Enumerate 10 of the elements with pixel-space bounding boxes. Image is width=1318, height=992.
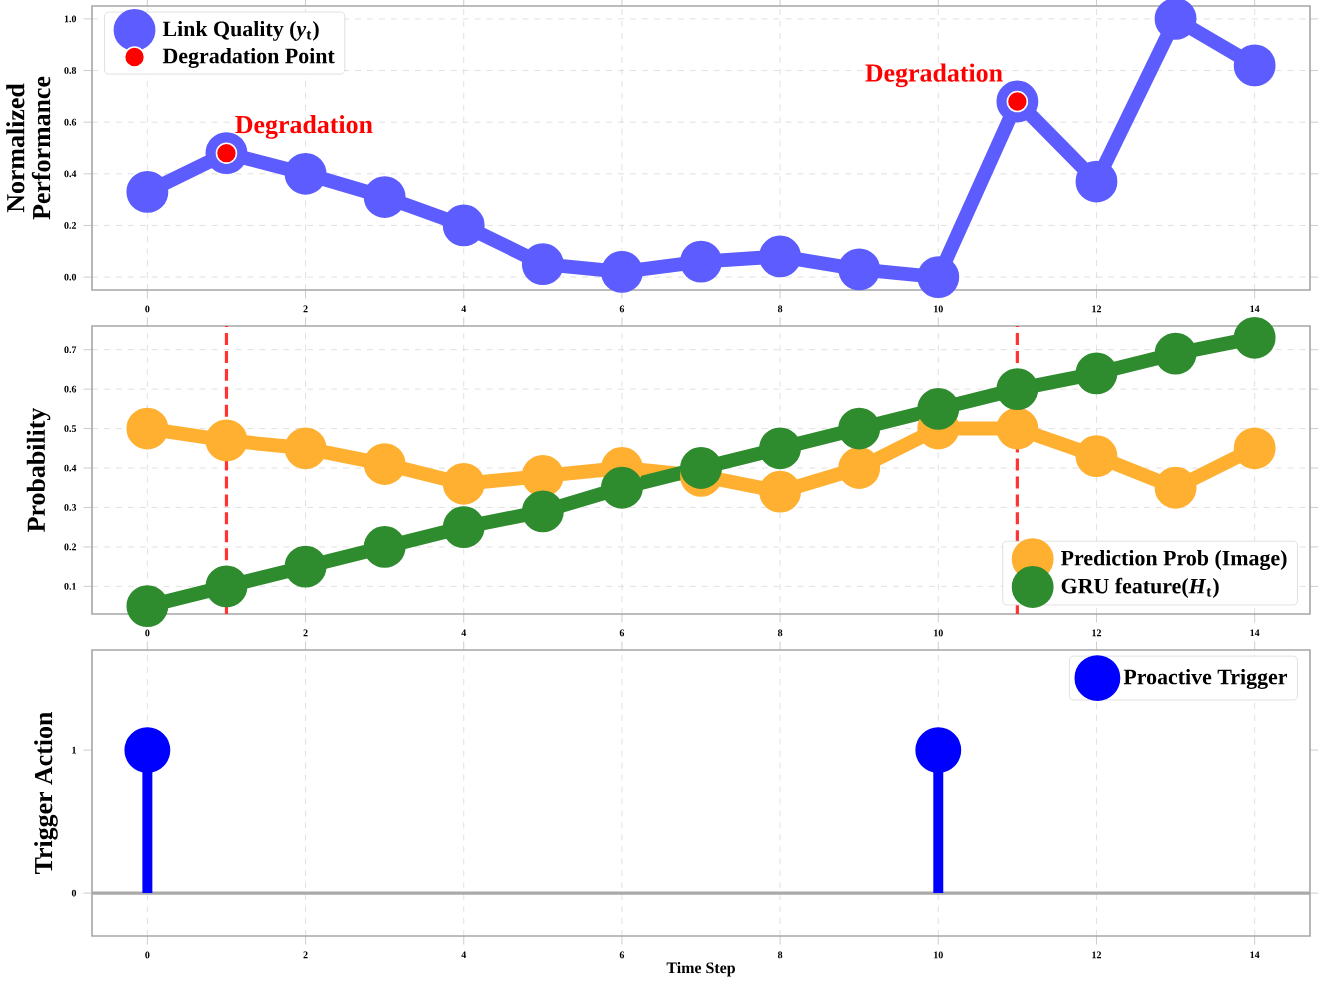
legend-label: Prediction Prob (Image) [1061, 550, 1287, 571]
legend-label: Proactive Trigger [1123, 668, 1288, 689]
annotation: Degradation [235, 115, 373, 139]
y-axis-title: Trigger Action [34, 711, 58, 874]
legend-label: Link Quality (y$_{t}$) [162, 20, 319, 41]
legend-label: GRU feature(H$_{t}$) [1061, 577, 1219, 598]
annotation: Degradation [865, 63, 1003, 88]
y-axis-title: Probability [26, 407, 51, 532]
y-axis-title: Normalized Performance [6, 76, 51, 220]
legend-label: Degradation Point [162, 47, 335, 68]
